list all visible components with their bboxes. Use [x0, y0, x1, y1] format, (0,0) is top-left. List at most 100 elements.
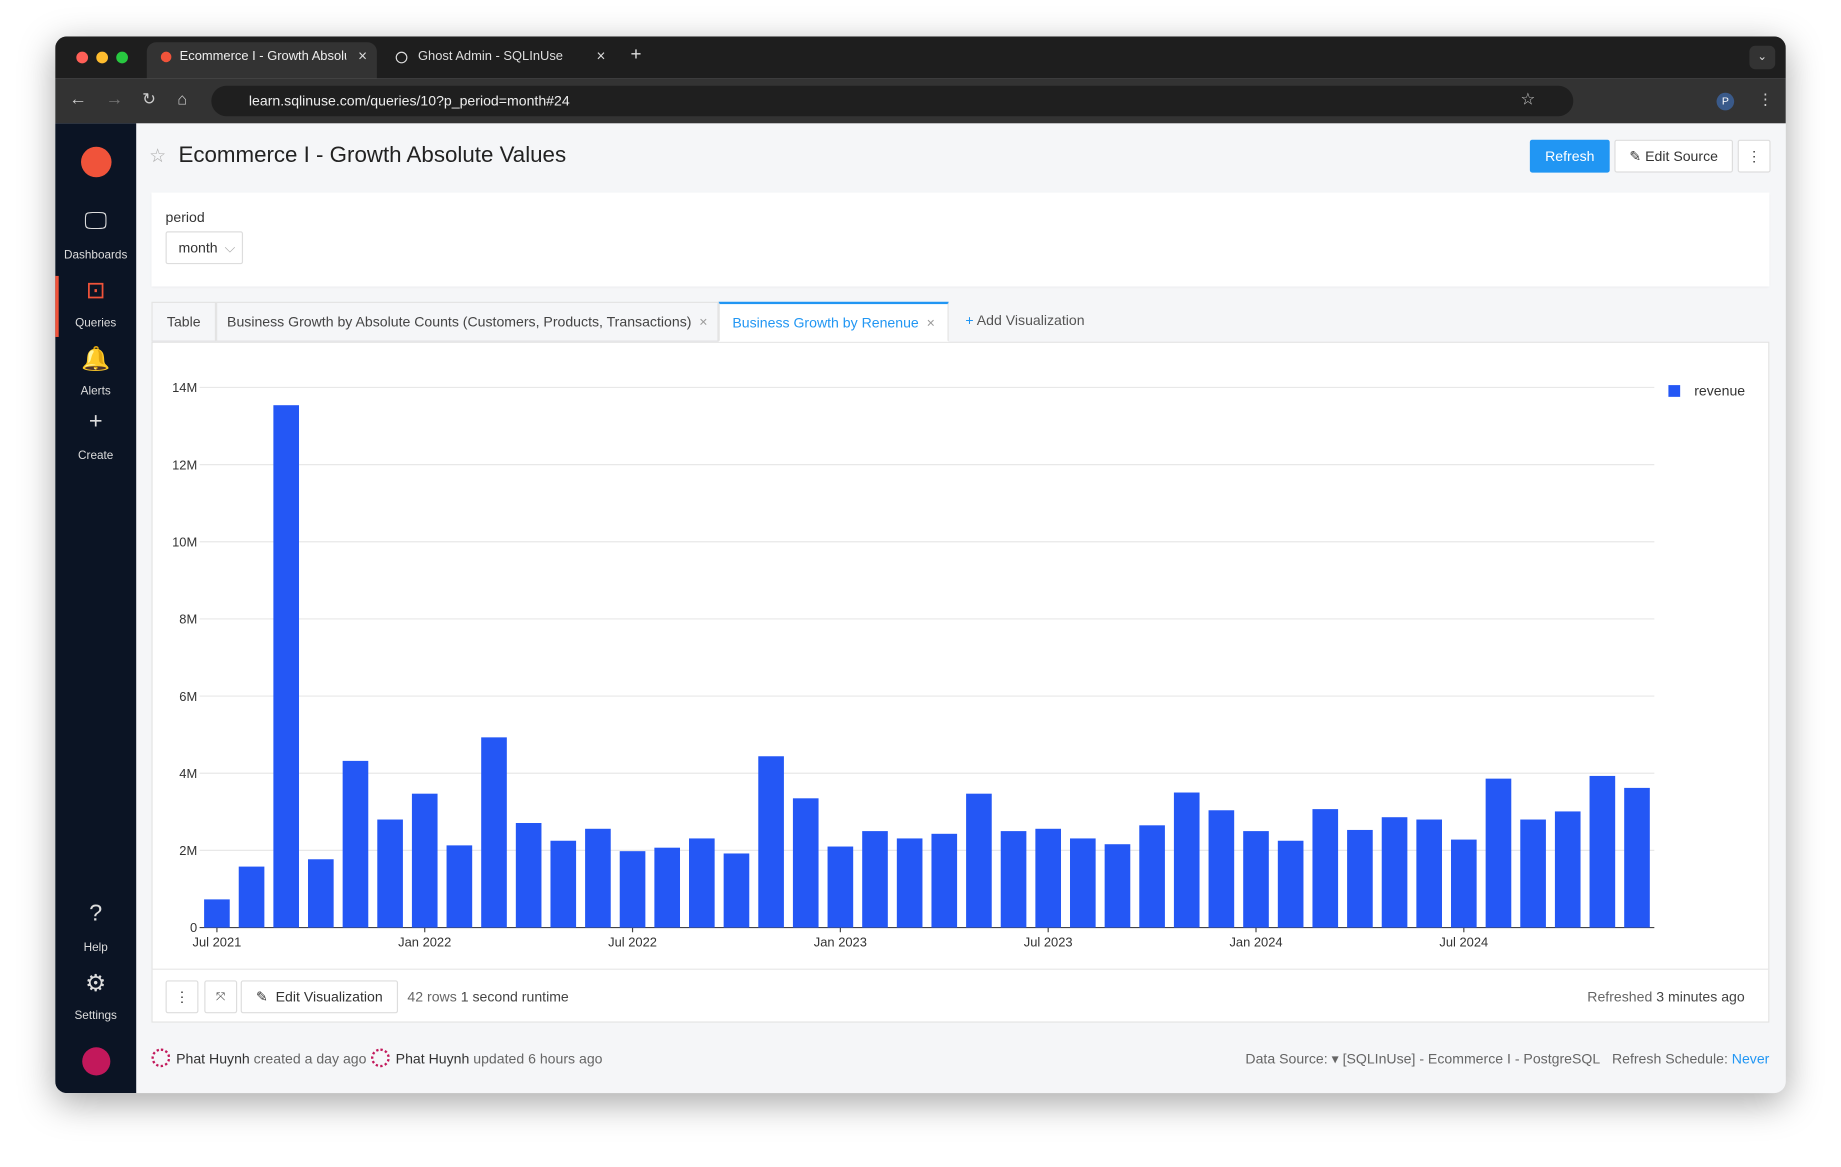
home[interactable]: ⌂ — [177, 89, 188, 109]
bar — [238, 866, 265, 928]
fullscreen[interactable]: ⤧ — [204, 980, 238, 1014]
chart: 0 2M 4M 6M 8M 10M 12M 14M Jul 2021 Jan 2022 Jul 20… — [172, 380, 1745, 949]
viz-tab[interactable]: Business Growth by Renenue × — [718, 301, 949, 342]
avatar — [151, 1048, 171, 1068]
tab-close[interactable]: × — [358, 46, 368, 65]
created: created a day ago — [253, 1050, 367, 1068]
favorite-star[interactable]: ☆ — [149, 146, 166, 167]
bar — [1312, 809, 1339, 928]
edit-icon: ✎ — [1629, 147, 1646, 165]
bar — [585, 828, 611, 928]
y-tick-label: 2M — [179, 843, 197, 858]
sidebar-label[interactable]: Create — [78, 449, 114, 463]
query-title: Ecommerce I - Growth Absolute Values — [178, 143, 567, 168]
avatar — [371, 1048, 390, 1068]
logo[interactable] — [81, 146, 112, 178]
bar — [862, 831, 888, 928]
ds: [SQLInUse] - Ecommerce I - PostgreSQL — [1342, 1050, 1601, 1068]
card-divider — [151, 968, 1770, 970]
min-dot[interactable] — [96, 51, 109, 64]
bar — [446, 845, 473, 928]
tab-icon — [160, 51, 172, 63]
runtime: 1 second runtime — [460, 988, 569, 1006]
active-tab[interactable] — [146, 42, 377, 79]
bar — [1485, 778, 1512, 928]
caret: ⌵ — [224, 238, 236, 256]
bar — [792, 798, 819, 928]
bar — [1624, 787, 1650, 928]
sidebar-icon[interactable]: 🔔 — [81, 346, 111, 373]
rows: 42 rows — [407, 988, 457, 1006]
sidebar-label[interactable]: Dashboards — [64, 248, 128, 262]
card-menu[interactable]: ⋮ — [165, 980, 199, 1014]
tab-title[interactable]: Ghost Admin - SQLInUse — [417, 49, 563, 64]
edit-visualization[interactable]: ✎ Edit Visualization — [240, 980, 399, 1014]
bar — [1139, 825, 1165, 928]
parameter-select[interactable]: month ⌵ — [165, 231, 244, 265]
back[interactable]: ← — [69, 89, 87, 110]
bar — [273, 405, 300, 928]
sidebar — [55, 123, 137, 1094]
y-tick-label: 14M — [172, 380, 197, 395]
forward[interactable]: → — [105, 89, 124, 110]
bar — [411, 793, 438, 928]
refreshed-ago: 3 minutes ago — [1656, 988, 1745, 1006]
profile[interactable]: P — [1716, 92, 1735, 111]
viz-tab[interactable]: Table — [151, 301, 217, 342]
url: learn.sqlinuse.com/queries/10?p_period=m… — [248, 92, 570, 110]
bookmark[interactable]: ☆ — [1520, 89, 1536, 109]
sidebar-label[interactable]: Alerts — [80, 385, 111, 399]
more-button[interactable]: ⋮ — [1737, 139, 1771, 173]
datasource-info: Data Source: ▾ [SQLInUse] - Ecommerce I … — [1245, 1050, 1770, 1068]
sidebar-icon[interactable]: 🖵 — [84, 207, 108, 234]
tab-close[interactable]: × — [918, 314, 935, 332]
max-dot[interactable] — [116, 51, 128, 64]
tab-close[interactable]: × — [691, 313, 708, 330]
viz-tab-label: Business Growth by Renenue — [732, 314, 919, 332]
sched-label: Refresh Schedule: — [1611, 1050, 1728, 1068]
menu[interactable]: ⋮ — [1757, 90, 1773, 109]
edit-source-button[interactable]: ✎ Edit Source — [1614, 139, 1733, 173]
viz-tab[interactable]: + Add Visualization — [949, 302, 1102, 342]
close-dot[interactable] — [76, 51, 89, 64]
viz-tab-label: Business Growth by Absolute Counts (Cust… — [227, 313, 692, 330]
browser-window: Ecommerce I - Growth Absolu × Ghost Admi… — [55, 36, 1786, 1094]
bar — [1520, 819, 1546, 928]
viz-tab-label: Table — [166, 313, 201, 330]
address-bar[interactable] — [211, 85, 1574, 117]
footer-info: 42 rows 1 second runtime — [407, 989, 568, 1005]
tab-title: Ecommerce I - Growth Absolu — [179, 49, 347, 64]
new-tab[interactable]: + — [630, 44, 642, 65]
viz-tab[interactable]: Business Growth by Absolute Counts (Cust… — [216, 301, 719, 342]
bar — [1208, 810, 1235, 928]
sidebar-label[interactable]: Queries — [75, 317, 117, 330]
tab-close[interactable]: × — [596, 46, 606, 65]
bar — [515, 823, 542, 928]
bar — [1035, 828, 1062, 928]
bar — [758, 756, 784, 928]
sidebar-icon[interactable]: + — [88, 408, 103, 435]
updater: Phat Huynh — [395, 1050, 470, 1068]
x-tick-label: Jan 2024 — [1229, 934, 1282, 949]
x-tick-label: Jul 2022 — [608, 934, 657, 949]
reload[interactable]: ↻ — [142, 89, 156, 109]
refresh-button[interactable]: Refresh — [1529, 139, 1610, 173]
sidebar-icon[interactable]: ⊡ — [85, 278, 106, 305]
sidebar-label[interactable]: Help — [83, 941, 108, 955]
tab-menu[interactable]: ⌄ — [1749, 45, 1776, 70]
viz-tab-label: Add Visualization — [976, 312, 1085, 329]
sidebar-icon[interactable]: ? — [89, 900, 103, 927]
bar — [1347, 829, 1373, 928]
schedule[interactable]: Never — [1731, 1050, 1770, 1068]
sidebar-icon[interactable]: ⚙ — [85, 970, 107, 997]
bar — [1104, 844, 1131, 928]
updated-info: Phat Huynh updated 6 hours ago — [396, 1051, 603, 1067]
bar — [1554, 811, 1581, 928]
y-tick-label: 12M — [172, 457, 197, 472]
parameter-label: period — [165, 208, 205, 226]
bar — [827, 846, 854, 928]
avatar[interactable] — [82, 1047, 111, 1076]
sidebar-label[interactable]: Settings — [74, 1009, 117, 1023]
bar — [1000, 831, 1027, 928]
